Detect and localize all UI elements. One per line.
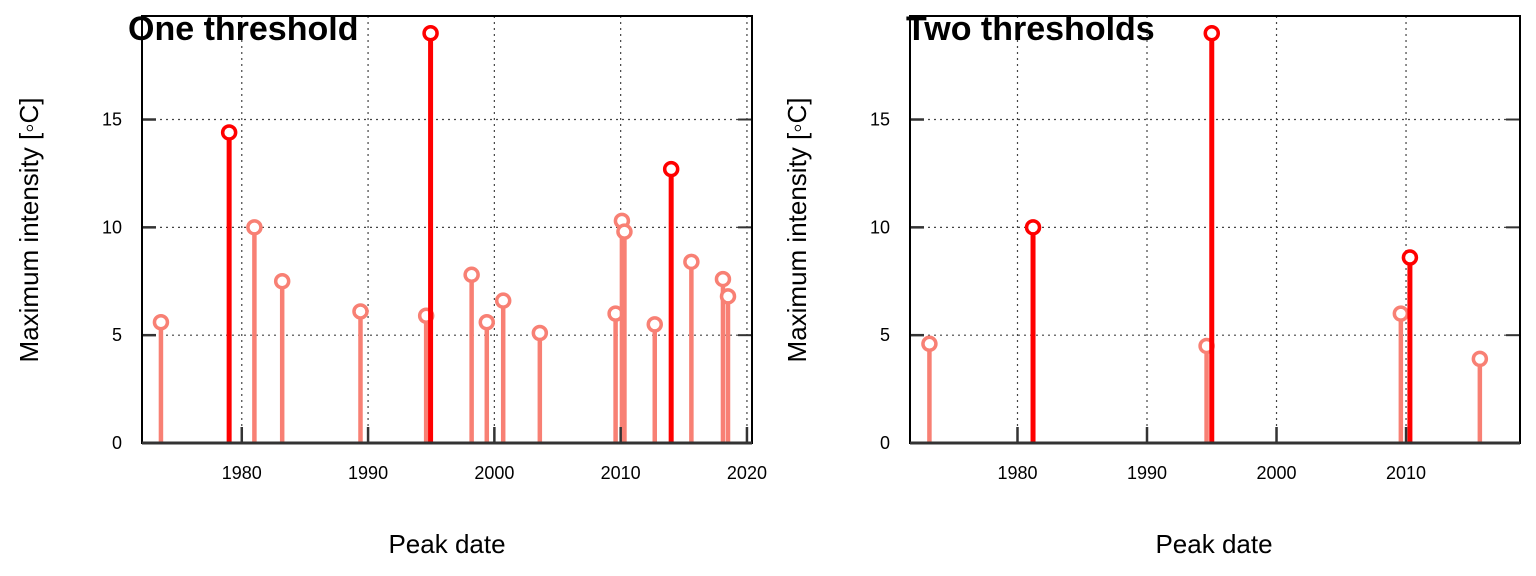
minor-event-marker <box>273 273 291 290</box>
major-event-marker <box>422 25 439 42</box>
x-tick-label: 1980 <box>997 463 1037 483</box>
plot-frame <box>141 15 753 444</box>
minor-event-marker <box>352 303 369 320</box>
y-tick-label: 10 <box>870 217 890 237</box>
chart-panel-two-thresholds: 1980 1990 2000 2010 0 5 10 15 Peak date Maximu… <box>782 10 1521 559</box>
minor-event-marker <box>1471 350 1489 368</box>
x-tick-label: 2010 <box>1386 463 1426 483</box>
major-event-marker <box>1203 25 1221 42</box>
chart-panel-one-threshold: 1980 1990 2000 2010 2020 0 5 10 15 Peak date Ma… <box>14 10 767 559</box>
x-tick-label: 2020 <box>727 463 767 483</box>
minor-event-marker <box>921 335 938 353</box>
minor-event-marker <box>646 316 664 333</box>
x-tick-labels: 1980 1990 2000 2010 2020 <box>222 463 767 483</box>
minor-event-marker <box>478 313 496 331</box>
y-tick-label: 0 <box>880 433 890 453</box>
major-event-marker <box>1024 219 1042 236</box>
x-tick-label: 2010 <box>601 463 641 483</box>
x-tick-label: 1990 <box>1127 463 1167 483</box>
y-tick-label: 5 <box>880 325 890 345</box>
minor-event-marker <box>494 292 512 309</box>
minor-event-marker <box>152 313 170 331</box>
minor-event-marker <box>246 219 263 236</box>
minor-event-marker <box>719 288 737 305</box>
x-tick-label: 2000 <box>1256 463 1296 483</box>
x-tick-label: 1980 <box>222 463 262 483</box>
panel-title: One threshold <box>128 10 358 48</box>
minor-event-marker <box>616 223 633 240</box>
major-event-marker <box>1401 249 1419 266</box>
y-axis-title: Maximum intensity [◦C] <box>14 98 44 363</box>
axes-frame <box>909 15 1521 445</box>
x-axis-title: Peak date <box>1155 529 1272 559</box>
panel-title: Two thresholds <box>906 10 1155 48</box>
y-tick-labels: 0 5 10 15 <box>870 110 890 453</box>
y-tick-label: 10 <box>102 217 122 237</box>
gridlines <box>910 16 1520 443</box>
y-tick-labels: 0 5 10 15 <box>102 110 122 453</box>
x-tick-label: 2000 <box>474 463 514 483</box>
major-event-marker <box>220 124 238 141</box>
x-tick-labels: 1980 1990 2000 2010 <box>997 463 1426 483</box>
y-tick-label: 5 <box>112 325 122 345</box>
minor-event-marker <box>1392 305 1410 322</box>
minor-event-marker <box>531 324 549 342</box>
minor-event-marker <box>683 253 700 271</box>
x-axis-title: Peak date <box>388 529 505 559</box>
major-event-marker <box>662 160 680 178</box>
y-axis-title: Maximum intensity [◦C] <box>782 98 812 363</box>
y-tick-label: 15 <box>870 110 890 130</box>
plot-frame <box>909 15 1521 444</box>
axes-frame <box>141 15 753 445</box>
gridlines <box>142 16 752 443</box>
y-tick-label: 15 <box>102 110 122 130</box>
data-stems <box>152 25 737 443</box>
minor-event-marker <box>714 270 732 288</box>
x-tick-label: 1990 <box>348 463 388 483</box>
data-stems <box>921 25 1489 443</box>
minor-event-marker <box>463 266 480 284</box>
y-tick-label: 0 <box>112 433 122 453</box>
